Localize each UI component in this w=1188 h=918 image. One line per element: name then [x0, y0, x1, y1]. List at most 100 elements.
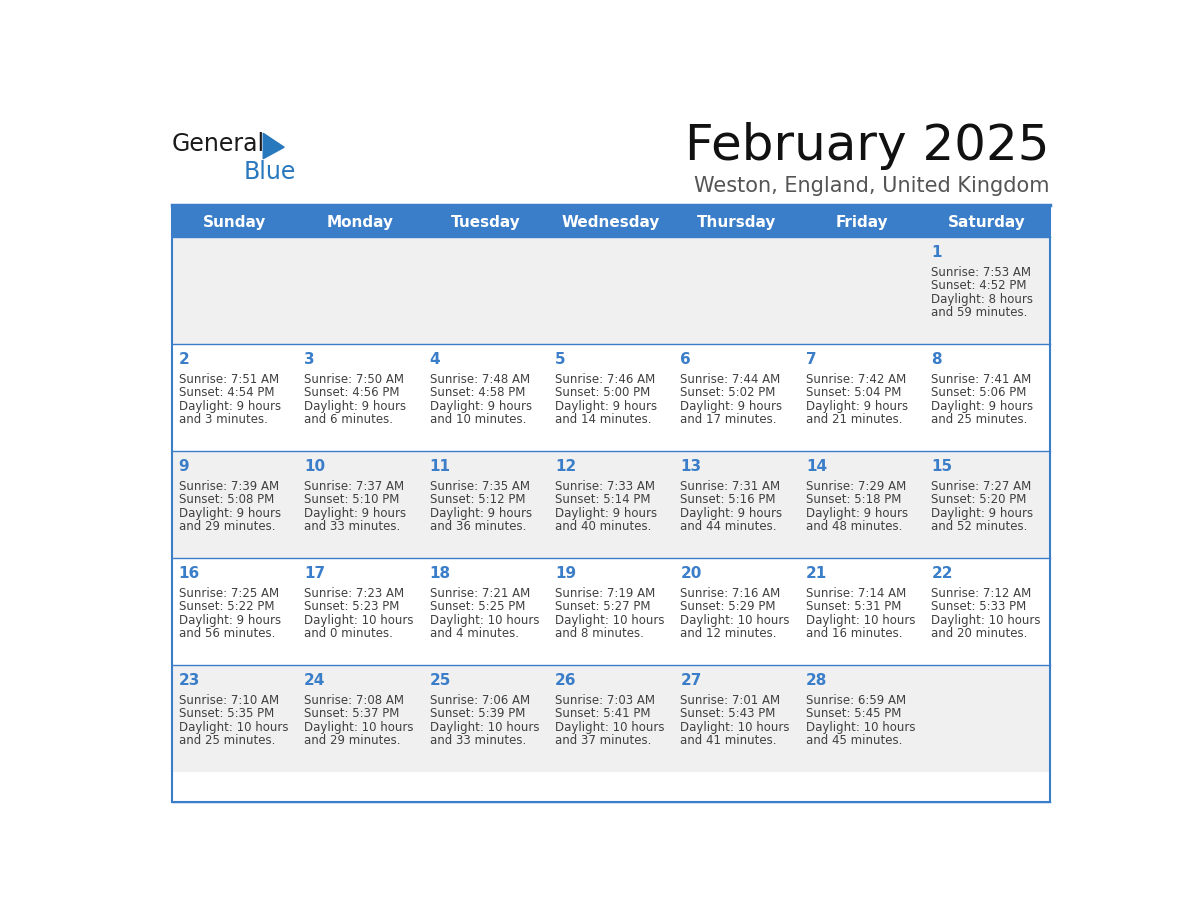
Text: 21: 21	[805, 566, 827, 581]
Text: Daylight: 10 hours: Daylight: 10 hours	[681, 721, 790, 733]
Text: Sunset: 4:58 PM: Sunset: 4:58 PM	[430, 386, 525, 399]
Text: and 20 minutes.: and 20 minutes.	[931, 627, 1028, 640]
Text: 14: 14	[805, 459, 827, 474]
Bar	[172, 344, 1050, 452]
Text: 26: 26	[555, 673, 576, 688]
Text: Sunrise: 7:37 AM: Sunrise: 7:37 AM	[304, 480, 404, 493]
Text: 13: 13	[681, 459, 702, 474]
Text: Sunset: 4:56 PM: Sunset: 4:56 PM	[304, 386, 399, 399]
Text: Sunrise: 7:16 AM: Sunrise: 7:16 AM	[681, 587, 781, 599]
Text: Sunrise: 7:21 AM: Sunrise: 7:21 AM	[430, 587, 530, 599]
Text: Sunrise: 7:08 AM: Sunrise: 7:08 AM	[304, 694, 404, 707]
Text: 17: 17	[304, 566, 326, 581]
Text: Daylight: 10 hours: Daylight: 10 hours	[178, 721, 289, 733]
Text: Sunrise: 6:59 AM: Sunrise: 6:59 AM	[805, 694, 906, 707]
Text: Sunset: 5:14 PM: Sunset: 5:14 PM	[555, 493, 651, 506]
Text: Weston, England, United Kingdom: Weston, England, United Kingdom	[694, 175, 1050, 196]
Text: Sunrise: 7:51 AM: Sunrise: 7:51 AM	[178, 373, 279, 386]
Text: Sunrise: 7:12 AM: Sunrise: 7:12 AM	[931, 587, 1031, 599]
Text: 6: 6	[681, 352, 691, 367]
Text: 2: 2	[178, 352, 189, 367]
Text: Sunrise: 7:14 AM: Sunrise: 7:14 AM	[805, 587, 906, 599]
Text: Sunset: 5:29 PM: Sunset: 5:29 PM	[681, 600, 776, 613]
Text: 7: 7	[805, 352, 816, 367]
Text: Sunrise: 7:31 AM: Sunrise: 7:31 AM	[681, 480, 781, 493]
Text: and 16 minutes.: and 16 minutes.	[805, 627, 903, 640]
Text: Wednesday: Wednesday	[562, 215, 661, 230]
Text: and 8 minutes.: and 8 minutes.	[555, 627, 644, 640]
Text: Daylight: 9 hours: Daylight: 9 hours	[805, 507, 908, 520]
Text: Daylight: 10 hours: Daylight: 10 hours	[430, 721, 539, 733]
Text: 3: 3	[304, 352, 315, 367]
Text: Sunset: 5:18 PM: Sunset: 5:18 PM	[805, 493, 902, 506]
Text: Daylight: 9 hours: Daylight: 9 hours	[805, 399, 908, 413]
Text: Sunset: 5:06 PM: Sunset: 5:06 PM	[931, 386, 1026, 399]
Text: 23: 23	[178, 673, 200, 688]
Text: and 17 minutes.: and 17 minutes.	[681, 413, 777, 426]
Text: Daylight: 10 hours: Daylight: 10 hours	[304, 614, 413, 627]
Text: Sunset: 4:54 PM: Sunset: 4:54 PM	[178, 386, 274, 399]
Text: Sunset: 5:41 PM: Sunset: 5:41 PM	[555, 707, 651, 721]
Text: Daylight: 9 hours: Daylight: 9 hours	[304, 507, 406, 520]
Text: Sunset: 5:02 PM: Sunset: 5:02 PM	[681, 386, 776, 399]
Text: Sunset: 5:00 PM: Sunset: 5:00 PM	[555, 386, 650, 399]
Text: Sunrise: 7:44 AM: Sunrise: 7:44 AM	[681, 373, 781, 386]
Text: 19: 19	[555, 566, 576, 581]
Text: Tuesday: Tuesday	[450, 215, 520, 230]
Text: and 12 minutes.: and 12 minutes.	[681, 627, 777, 640]
Text: and 33 minutes.: and 33 minutes.	[304, 521, 400, 533]
Bar	[172, 237, 1050, 344]
Text: Sunset: 5:22 PM: Sunset: 5:22 PM	[178, 600, 274, 613]
Text: and 29 minutes.: and 29 minutes.	[304, 734, 400, 747]
Text: Daylight: 10 hours: Daylight: 10 hours	[931, 614, 1041, 627]
Text: and 40 minutes.: and 40 minutes.	[555, 521, 651, 533]
Text: and 48 minutes.: and 48 minutes.	[805, 521, 903, 533]
Text: and 29 minutes.: and 29 minutes.	[178, 521, 276, 533]
Text: and 59 minutes.: and 59 minutes.	[931, 306, 1028, 319]
Text: 12: 12	[555, 459, 576, 474]
Text: Sunset: 5:31 PM: Sunset: 5:31 PM	[805, 600, 902, 613]
Text: and 21 minutes.: and 21 minutes.	[805, 413, 903, 426]
Text: and 14 minutes.: and 14 minutes.	[555, 413, 651, 426]
Text: Daylight: 10 hours: Daylight: 10 hours	[304, 721, 413, 733]
Text: General: General	[172, 131, 265, 156]
Text: Sunset: 5:23 PM: Sunset: 5:23 PM	[304, 600, 399, 613]
Text: Daylight: 9 hours: Daylight: 9 hours	[178, 507, 280, 520]
Text: Sunrise: 7:10 AM: Sunrise: 7:10 AM	[178, 694, 279, 707]
Bar	[172, 208, 1050, 237]
Text: and 56 minutes.: and 56 minutes.	[178, 627, 276, 640]
Text: Daylight: 9 hours: Daylight: 9 hours	[681, 399, 783, 413]
Text: 27: 27	[681, 673, 702, 688]
Text: 5: 5	[555, 352, 565, 367]
Text: 16: 16	[178, 566, 200, 581]
Text: 22: 22	[931, 566, 953, 581]
Text: Sunset: 5:08 PM: Sunset: 5:08 PM	[178, 493, 274, 506]
Text: Sunset: 5:45 PM: Sunset: 5:45 PM	[805, 707, 902, 721]
Text: 28: 28	[805, 673, 827, 688]
Text: Daylight: 10 hours: Daylight: 10 hours	[805, 614, 916, 627]
Text: Sunset: 5:43 PM: Sunset: 5:43 PM	[681, 707, 776, 721]
Text: Sunset: 5:35 PM: Sunset: 5:35 PM	[178, 707, 274, 721]
Text: and 10 minutes.: and 10 minutes.	[430, 413, 526, 426]
Text: and 41 minutes.: and 41 minutes.	[681, 734, 777, 747]
Text: and 44 minutes.: and 44 minutes.	[681, 521, 777, 533]
Text: 18: 18	[430, 566, 450, 581]
Text: Sunrise: 7:42 AM: Sunrise: 7:42 AM	[805, 373, 906, 386]
Text: Daylight: 9 hours: Daylight: 9 hours	[178, 614, 280, 627]
Text: 1: 1	[931, 245, 942, 260]
Bar	[172, 666, 1050, 772]
Text: and 6 minutes.: and 6 minutes.	[304, 413, 393, 426]
Text: Sunrise: 7:29 AM: Sunrise: 7:29 AM	[805, 480, 906, 493]
Text: Sunset: 5:27 PM: Sunset: 5:27 PM	[555, 600, 651, 613]
Text: and 4 minutes.: and 4 minutes.	[430, 627, 519, 640]
Text: Sunrise: 7:06 AM: Sunrise: 7:06 AM	[430, 694, 530, 707]
Text: and 37 minutes.: and 37 minutes.	[555, 734, 651, 747]
Text: Thursday: Thursday	[696, 215, 776, 230]
Text: 20: 20	[681, 566, 702, 581]
Text: Sunrise: 7:19 AM: Sunrise: 7:19 AM	[555, 587, 656, 599]
Text: Sunset: 5:33 PM: Sunset: 5:33 PM	[931, 600, 1026, 613]
Text: Friday: Friday	[835, 215, 887, 230]
Bar	[172, 558, 1050, 666]
Text: Sunday: Sunday	[203, 215, 266, 230]
Text: 25: 25	[430, 673, 451, 688]
